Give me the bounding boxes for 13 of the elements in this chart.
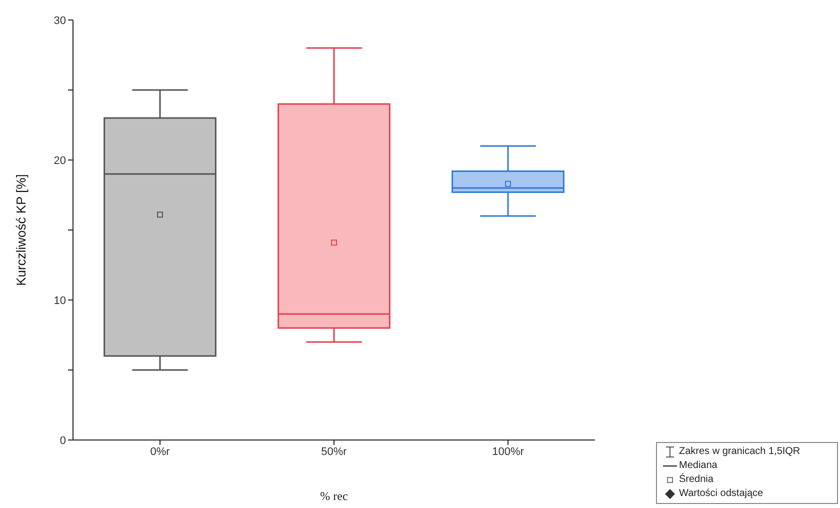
y-tick-label: 20	[54, 154, 66, 167]
x-axis-title: % rec	[320, 489, 348, 503]
text: Średnia	[679, 473, 714, 487]
text: Wartości odstające	[679, 487, 764, 501]
x-tick-label: 100%r	[492, 446, 524, 458]
y-tick-label: 10	[54, 294, 66, 307]
text: Mediana	[679, 459, 718, 473]
y-tick-label: 30	[54, 14, 66, 27]
y-axis-title: Kurczliwość KP [%]	[14, 174, 29, 286]
x-tick-label: 0%r	[150, 446, 170, 458]
y-tick-label: 0	[60, 434, 66, 447]
x-tick-label: 50%r	[321, 446, 348, 458]
text: Zakres w granicach 1,5IQR	[679, 445, 800, 459]
